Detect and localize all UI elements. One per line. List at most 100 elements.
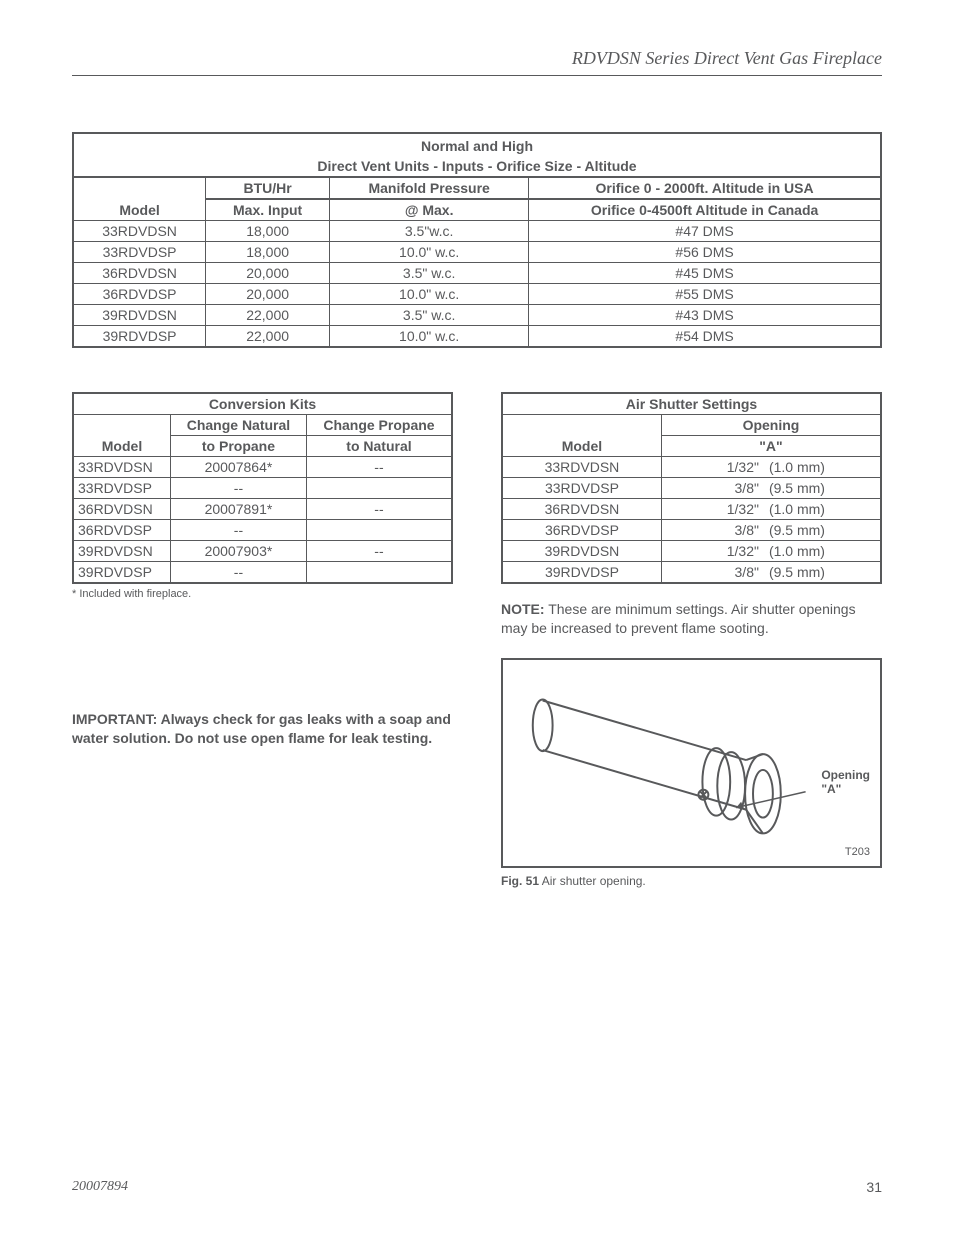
table-row: 33RDVDSP3/8"(9.5 mm)	[502, 478, 881, 499]
cell: 39RDVDSP	[502, 562, 661, 584]
t1-h-mp1: Manifold Pressure	[330, 177, 529, 199]
table-row: 33RDVDSN20007864*--	[73, 457, 452, 478]
t2-h-model: Model	[73, 415, 171, 457]
cell: 10.0" w.c.	[330, 326, 529, 348]
cell: 33RDVDSP	[73, 478, 171, 499]
cell: --	[306, 541, 452, 562]
note-label: NOTE:	[501, 601, 545, 617]
table-row: 39RDVDSP22,00010.0" w.c.#54 DMS	[73, 326, 881, 348]
cell: 20007903*	[171, 541, 307, 562]
cell: 3.5" w.c.	[330, 263, 529, 284]
cell: 22,000	[206, 326, 330, 348]
t2-h-p2n2: to Natural	[306, 436, 452, 457]
table-row: 36RDVDSP20,00010.0" w.c.#55 DMS	[73, 284, 881, 305]
cell: 10.0" w.c.	[330, 242, 529, 263]
t1-h-btu2: Max. Input	[206, 199, 330, 221]
cell: 3.5" w.c.	[330, 305, 529, 326]
cell: 36RDVDSP	[73, 520, 171, 541]
cell: --	[306, 499, 452, 520]
orifice-table: Normal and High Direct Vent Units - Inpu…	[72, 132, 882, 348]
cell: 1/32"(1.0 mm)	[661, 457, 881, 478]
cell: 36RDVDSN	[502, 499, 661, 520]
air-shutter-table: Air Shutter Settings Model Opening "A" 3…	[501, 392, 882, 584]
cell: --	[306, 457, 452, 478]
table-row: 33RDVDSN18,0003.5"w.c.#47 DMS	[73, 221, 881, 242]
cell: 10.0" w.c.	[330, 284, 529, 305]
footer-doc-number: 20007894	[72, 1179, 128, 1195]
cell: --	[171, 520, 307, 541]
t1-h-mp2: @ Max.	[330, 199, 529, 221]
figure-id: T203	[845, 846, 870, 858]
cell: 18,000	[206, 221, 330, 242]
cell: 33RDVDSN	[73, 457, 171, 478]
footer-page-number: 31	[866, 1179, 882, 1195]
cell	[306, 478, 452, 499]
cell	[306, 520, 452, 541]
cell: 39RDVDSP	[73, 562, 171, 584]
t3-h-open2: "A"	[661, 436, 881, 457]
cell: #45 DMS	[529, 263, 881, 284]
cell: 33RDVDSP	[502, 478, 661, 499]
conversion-kits-table: Conversion Kits Model Change Natural Cha…	[72, 392, 453, 584]
cell: 33RDVDSN	[502, 457, 661, 478]
cell: 1/32"(1.0 mm)	[661, 499, 881, 520]
table-row: 39RDVDSN1/32"(1.0 mm)	[502, 541, 881, 562]
cell: 33RDVDSN	[73, 221, 206, 242]
table-row: 36RDVDSP3/8"(9.5 mm)	[502, 520, 881, 541]
t1-h-or2: Orifice 0-4500ft Altitude in Canada	[529, 199, 881, 221]
cell: 3/8"(9.5 mm)	[661, 478, 881, 499]
table-row: 33RDVDSP18,00010.0" w.c.#56 DMS	[73, 242, 881, 263]
table-row: 33RDVDSP--	[73, 478, 452, 499]
table-row: 39RDVDSN22,0003.5" w.c.#43 DMS	[73, 305, 881, 326]
note-text: These are minimum settings. Air shutter …	[501, 601, 856, 636]
cell: 1/32"(1.0 mm)	[661, 541, 881, 562]
figure-caption: Fig. 51 Air shutter opening.	[501, 874, 882, 888]
cell: 39RDVDSN	[73, 305, 206, 326]
header-rule	[72, 75, 882, 76]
cell: 36RDVDSN	[73, 499, 171, 520]
t2-h-p2n1: Change Propane	[306, 415, 452, 436]
cell: 3.5"w.c.	[330, 221, 529, 242]
cell: #43 DMS	[529, 305, 881, 326]
cell: #55 DMS	[529, 284, 881, 305]
cell: --	[171, 478, 307, 499]
cell: 39RDVDSP	[73, 326, 206, 348]
t1-title1: Normal and High	[73, 133, 881, 156]
t1-h-or1: Orifice 0 - 2000ft. Altitude in USA	[529, 177, 881, 199]
air-shutter-svg	[503, 660, 880, 866]
cell: 18,000	[206, 242, 330, 263]
table-row: 39RDVDSP--	[73, 562, 452, 584]
cell: --	[171, 562, 307, 584]
cell: 3/8"(9.5 mm)	[661, 562, 881, 584]
t1-title2: Direct Vent Units - Inputs - Orifice Siz…	[73, 156, 881, 177]
cell: 20007864*	[171, 457, 307, 478]
cell: 3/8"(9.5 mm)	[661, 520, 881, 541]
t2-h-n2p2: to Propane	[171, 436, 307, 457]
table-row: 39RDVDSN20007903*--	[73, 541, 452, 562]
cell: 39RDVDSN	[73, 541, 171, 562]
cell: 36RDVDSP	[502, 520, 661, 541]
cell: 20,000	[206, 284, 330, 305]
cell: 20,000	[206, 263, 330, 284]
t3-h-open1: Opening	[661, 415, 881, 436]
air-shutter-note: NOTE: These are minimum settings. Air sh…	[501, 600, 882, 638]
table-row: 36RDVDSN1/32"(1.0 mm)	[502, 499, 881, 520]
cell: 36RDVDSP	[73, 284, 206, 305]
t1-h-btu1: BTU/Hr	[206, 177, 330, 199]
t2-title: Conversion Kits	[73, 393, 452, 415]
table-row: 36RDVDSP--	[73, 520, 452, 541]
cell: 36RDVDSN	[73, 263, 206, 284]
table-row: 36RDVDSN20007891*--	[73, 499, 452, 520]
t2-h-n2p1: Change Natural	[171, 415, 307, 436]
cell: 22,000	[206, 305, 330, 326]
t3-title: Air Shutter Settings	[502, 393, 881, 415]
cell: 20007891*	[171, 499, 307, 520]
cell: 33RDVDSP	[73, 242, 206, 263]
t3-h-model: Model	[502, 415, 661, 457]
important-note: IMPORTANT: Always check for gas leaks wi…	[72, 710, 453, 748]
cell: #54 DMS	[529, 326, 881, 348]
table-row: 33RDVDSN1/32"(1.0 mm)	[502, 457, 881, 478]
figure-opening-label: Opening "A"	[821, 768, 870, 797]
cell: #47 DMS	[529, 221, 881, 242]
cell: #56 DMS	[529, 242, 881, 263]
